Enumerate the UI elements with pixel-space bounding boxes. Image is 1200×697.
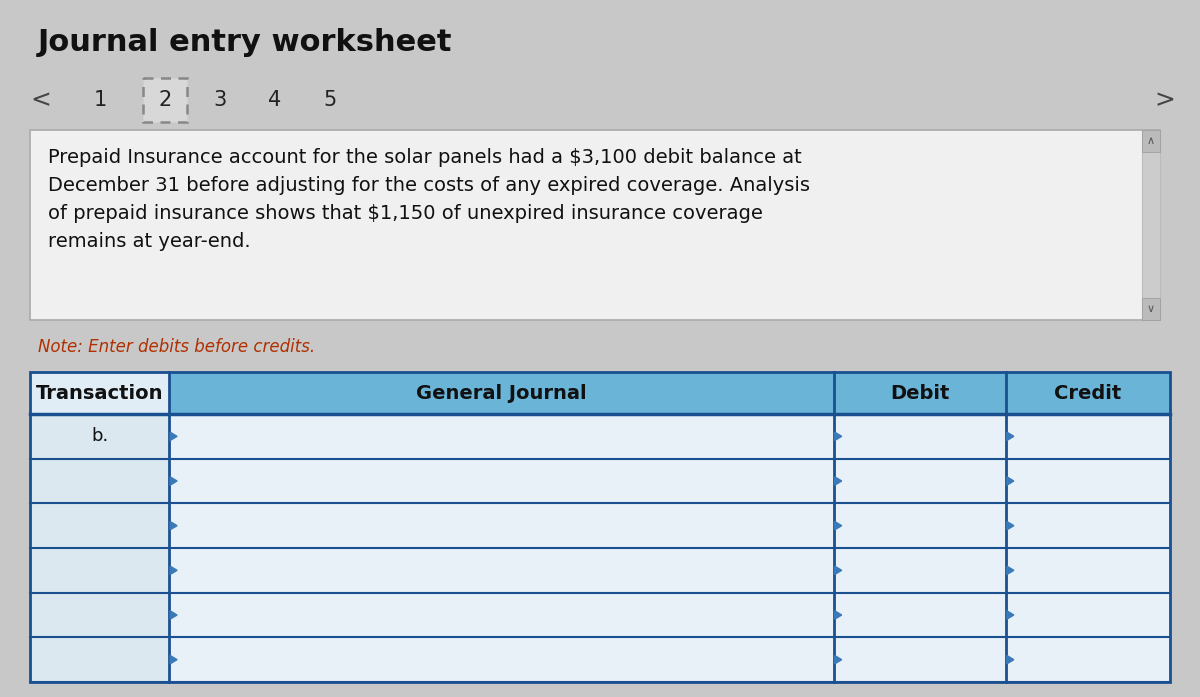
Text: Credit: Credit: [1055, 383, 1122, 402]
FancyBboxPatch shape: [834, 503, 1006, 548]
Polygon shape: [170, 432, 178, 441]
Text: >: >: [1154, 88, 1175, 112]
Text: Debit: Debit: [890, 383, 949, 402]
Polygon shape: [1007, 477, 1014, 485]
Text: 4: 4: [269, 90, 282, 110]
Polygon shape: [170, 566, 178, 574]
FancyBboxPatch shape: [1006, 548, 1170, 592]
FancyBboxPatch shape: [834, 592, 1006, 637]
Text: ∨: ∨: [1147, 304, 1156, 314]
FancyBboxPatch shape: [30, 503, 169, 548]
Polygon shape: [1007, 521, 1014, 530]
Text: Prepaid Insurance account for the solar panels had a $3,100 debit balance at
Dec: Prepaid Insurance account for the solar …: [48, 148, 810, 251]
FancyBboxPatch shape: [834, 414, 1006, 459]
FancyBboxPatch shape: [143, 78, 187, 122]
FancyBboxPatch shape: [169, 459, 834, 503]
Text: Journal entry worksheet: Journal entry worksheet: [38, 27, 452, 56]
FancyBboxPatch shape: [30, 372, 1170, 414]
FancyBboxPatch shape: [30, 130, 1160, 320]
FancyBboxPatch shape: [1142, 298, 1160, 320]
Polygon shape: [835, 521, 841, 530]
Polygon shape: [1007, 566, 1014, 574]
FancyBboxPatch shape: [169, 592, 834, 637]
FancyBboxPatch shape: [1006, 414, 1170, 459]
FancyBboxPatch shape: [1006, 637, 1170, 682]
Polygon shape: [1007, 432, 1014, 441]
FancyBboxPatch shape: [169, 503, 834, 548]
FancyBboxPatch shape: [834, 459, 1006, 503]
FancyBboxPatch shape: [30, 459, 169, 503]
FancyBboxPatch shape: [169, 414, 834, 459]
FancyBboxPatch shape: [1006, 503, 1170, 548]
FancyBboxPatch shape: [1142, 130, 1160, 320]
Text: ∧: ∧: [1147, 136, 1156, 146]
Text: b.: b.: [91, 427, 108, 445]
FancyBboxPatch shape: [834, 548, 1006, 592]
Polygon shape: [835, 432, 841, 441]
FancyBboxPatch shape: [30, 592, 169, 637]
Polygon shape: [835, 611, 841, 619]
Polygon shape: [1007, 611, 1014, 619]
FancyBboxPatch shape: [169, 637, 834, 682]
Polygon shape: [835, 566, 841, 574]
FancyBboxPatch shape: [30, 548, 169, 592]
FancyBboxPatch shape: [834, 637, 1006, 682]
Polygon shape: [170, 477, 178, 485]
Text: <: <: [30, 88, 50, 112]
Text: Note: Enter debits before credits.: Note: Enter debits before credits.: [38, 338, 316, 356]
Text: Transaction: Transaction: [36, 383, 163, 402]
FancyBboxPatch shape: [1142, 130, 1160, 152]
Text: 3: 3: [214, 90, 227, 110]
Polygon shape: [835, 655, 841, 664]
FancyBboxPatch shape: [1006, 592, 1170, 637]
FancyBboxPatch shape: [30, 414, 169, 459]
FancyBboxPatch shape: [30, 372, 169, 414]
Text: 1: 1: [94, 90, 107, 110]
Text: 5: 5: [323, 90, 337, 110]
Polygon shape: [1007, 655, 1014, 664]
Polygon shape: [170, 655, 178, 664]
FancyBboxPatch shape: [169, 548, 834, 592]
FancyBboxPatch shape: [30, 637, 169, 682]
FancyBboxPatch shape: [1006, 459, 1170, 503]
Text: General Journal: General Journal: [416, 383, 587, 402]
Polygon shape: [170, 611, 178, 619]
Polygon shape: [170, 521, 178, 530]
Polygon shape: [835, 477, 841, 485]
Text: 2: 2: [158, 90, 172, 110]
